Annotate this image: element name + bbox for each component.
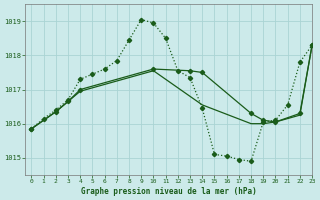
X-axis label: Graphe pression niveau de la mer (hPa): Graphe pression niveau de la mer (hPa) (81, 187, 257, 196)
